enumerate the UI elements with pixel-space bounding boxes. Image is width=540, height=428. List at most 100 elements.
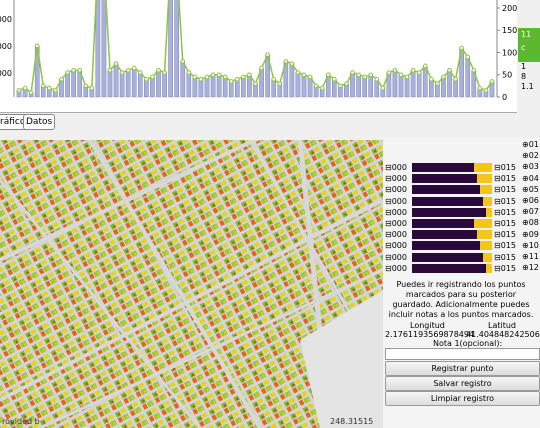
- point: [156, 67, 161, 73]
- bar: [119, 72, 125, 98]
- row-bar: [412, 196, 492, 206]
- row-max[interactable]: ⊟015: [494, 185, 516, 195]
- bar: [125, 70, 131, 98]
- side-header[interactable]: 11 c: [518, 28, 540, 62]
- row-number[interactable]: ⊕04: [522, 173, 539, 183]
- point: [416, 70, 422, 75]
- point: [222, 74, 228, 80]
- row-number[interactable]: ⊕03: [522, 162, 539, 172]
- bar: [301, 74, 307, 98]
- point: [325, 72, 331, 78]
- row-max[interactable]: ⊟015: [494, 207, 516, 217]
- point: [107, 67, 113, 73]
- row-min[interactable]: ⊟000: [385, 219, 407, 228]
- y2-tick-label: 150: [502, 26, 517, 35]
- row-number[interactable]: ⊕01: [522, 140, 539, 149]
- side-lines: 1 8 1.1: [518, 62, 540, 92]
- point: [204, 74, 210, 80]
- row-max[interactable]: ⊟015: [494, 252, 516, 262]
- row-max[interactable]: ⊟015: [494, 241, 516, 251]
- button[interactable]: Limpiar registro: [385, 391, 540, 406]
- bar: [156, 70, 161, 98]
- row-number[interactable]: ⊕07: [522, 207, 539, 217]
- row-number[interactable]: ⊕10: [522, 240, 539, 250]
- bar: [441, 76, 446, 98]
- row-min[interactable]: ⊟000: [385, 174, 407, 184]
- bar: [204, 76, 210, 98]
- point: [459, 45, 464, 51]
- row-bar-fill: [412, 263, 486, 273]
- point: [137, 70, 143, 75]
- side-header-text: 11: [521, 30, 532, 39]
- point: [465, 54, 471, 60]
- row-bar: [412, 207, 492, 217]
- bar: [404, 76, 410, 98]
- point: [71, 67, 76, 73]
- row-number[interactable]: ⊕05: [522, 184, 539, 194]
- note-input[interactable]: [385, 348, 540, 360]
- point: [338, 83, 343, 89]
- point: [350, 70, 355, 75]
- point: [307, 74, 313, 80]
- button[interactable]: Salvar registro: [385, 376, 540, 391]
- row-number[interactable]: ⊕06: [522, 196, 539, 205]
- point: [65, 70, 70, 75]
- point: [247, 72, 252, 78]
- row-bar-fill: [412, 185, 480, 195]
- row-bar: [412, 252, 492, 262]
- point: [241, 74, 246, 80]
- y-tick-label: 000: [0, 42, 12, 51]
- row-bar: [412, 230, 492, 240]
- point: [410, 67, 416, 73]
- bar: [416, 72, 422, 98]
- row-min[interactable]: ⊟000: [385, 163, 407, 172]
- row-min[interactable]: ⊟000: [385, 241, 407, 251]
- row-min[interactable]: ⊟000: [385, 252, 407, 262]
- row-max[interactable]: ⊟015: [494, 196, 516, 206]
- row-max[interactable]: ⊟015: [494, 219, 516, 228]
- point: [277, 81, 283, 86]
- map-coords: 248.31515: [330, 417, 373, 426]
- row-number[interactable]: ⊕09: [522, 229, 539, 239]
- row-min[interactable]: ⊟000: [385, 196, 407, 206]
- row-min[interactable]: ⊟000: [385, 185, 407, 195]
- tab[interactable]: Datos: [23, 114, 56, 130]
- row-number[interactable]: ⊕12: [522, 263, 539, 273]
- point: [53, 88, 58, 93]
- bar: [295, 72, 301, 98]
- point: [131, 65, 137, 71]
- bar: [447, 70, 452, 98]
- row-number[interactable]: ⊕11: [522, 252, 539, 261]
- point: [422, 63, 428, 69]
- chart: 0 50 100 150 200 000 000 000: [0, 0, 517, 102]
- point: [34, 43, 40, 49]
- row-bar-fill: [412, 163, 474, 172]
- row-max[interactable]: ⊟015: [494, 263, 516, 273]
- y2-tick-label: 50: [502, 71, 512, 80]
- bar: [186, 72, 192, 98]
- row-bar: [412, 174, 492, 184]
- point: [77, 67, 82, 73]
- row-min[interactable]: ⊟000: [385, 263, 407, 273]
- bar: [362, 76, 367, 98]
- row-max[interactable]: ⊟015: [494, 230, 516, 240]
- bar: [241, 76, 246, 98]
- row-max[interactable]: ⊟015: [494, 163, 516, 172]
- button[interactable]: Registrar punto: [385, 361, 540, 376]
- row-min[interactable]: ⊟000: [385, 230, 407, 240]
- point: [374, 76, 380, 82]
- side-header-text: c: [521, 43, 526, 52]
- point: [453, 76, 458, 82]
- point: [313, 83, 319, 89]
- row-max[interactable]: ⊟015: [494, 174, 516, 184]
- point: [429, 76, 434, 82]
- bar: [210, 74, 216, 98]
- row-number[interactable]: ⊕02: [522, 151, 539, 161]
- point: [259, 65, 264, 71]
- row-number[interactable]: ⊕08: [522, 218, 539, 228]
- row-bar-fill: [412, 219, 474, 228]
- point: [22, 85, 28, 91]
- row-bar-fill: [412, 230, 477, 240]
- row-min[interactable]: ⊟000: [385, 207, 407, 217]
- bar: [453, 78, 458, 98]
